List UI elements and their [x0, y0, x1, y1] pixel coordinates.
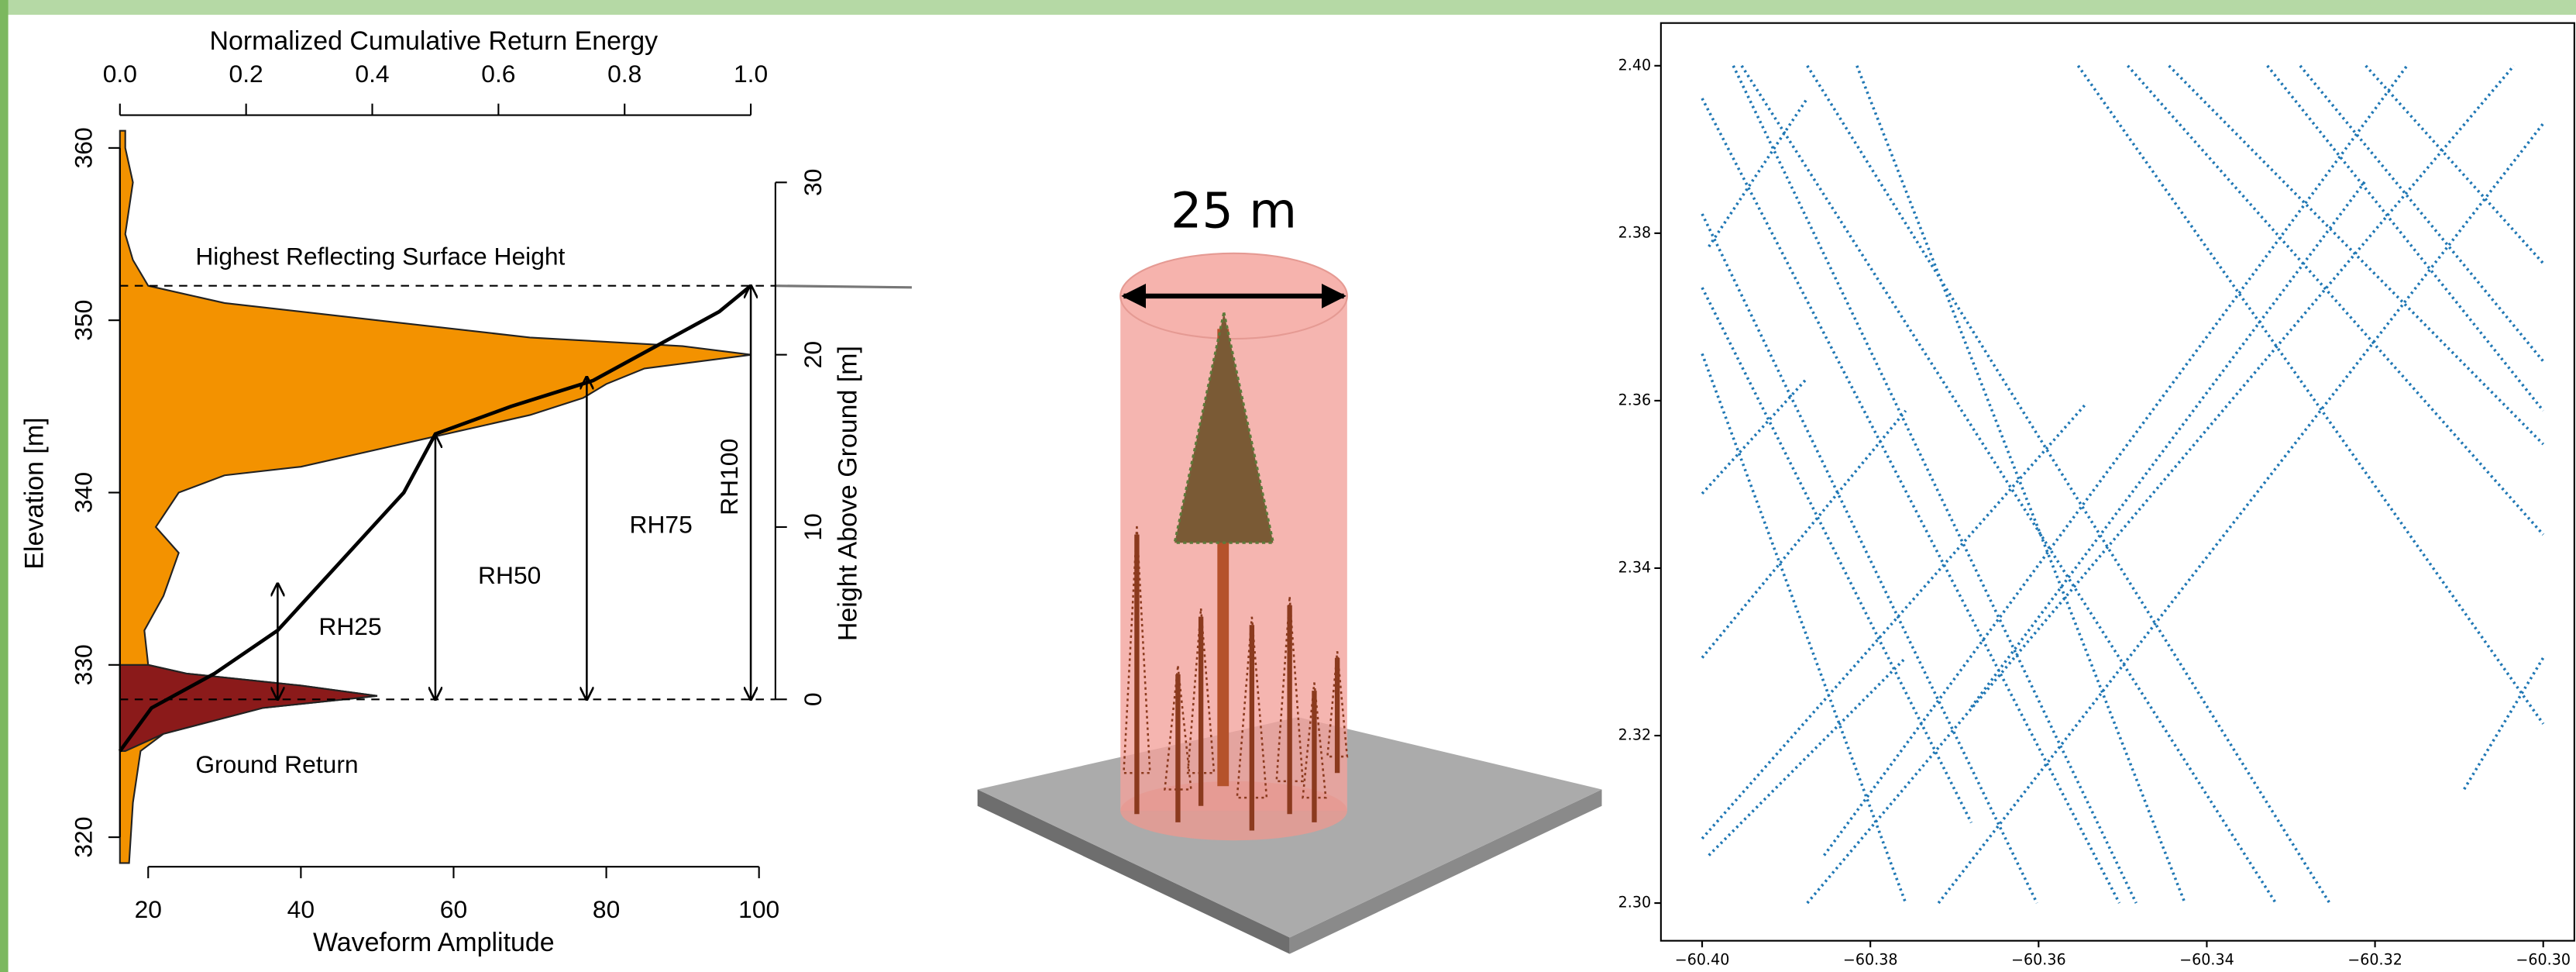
track: [1702, 403, 2086, 839]
connector: [776, 286, 912, 288]
x-tick-label: 100: [738, 895, 779, 923]
figure: RH25 RH50 RH75 RH100 Highest Reflecting Surf…: [0, 0, 2576, 972]
diameter-label: 25 m: [1171, 182, 1297, 240]
rh-label: RH50: [478, 561, 541, 589]
x2-tick-label: 1.0: [734, 60, 768, 88]
track: [2464, 658, 2543, 790]
track-scatter: −60.40 −60.38 −60.36 −60.34 −60.32 −60.30 2.30…: [1618, 23, 2574, 969]
track: [1824, 66, 2406, 856]
x-tick-label: 20: [135, 895, 162, 923]
y-tick-label: 350: [70, 300, 98, 341]
rh-label: RH25: [318, 612, 381, 640]
illustration: 25 m: [978, 182, 1602, 953]
surface-label: Highest Reflecting Surface Height: [195, 243, 565, 271]
y-tick-label: 2.30: [1618, 894, 1651, 912]
ground-label: Ground Return: [195, 750, 358, 778]
track: [1709, 658, 1906, 856]
y-tick-label: 340: [70, 472, 98, 513]
track: [2127, 66, 2543, 535]
x-tick-label: −60.38: [1843, 951, 1898, 969]
x-axis-title: Waveform Amplitude: [313, 928, 555, 957]
y-axis-title: Elevation [m]: [20, 417, 50, 569]
y-tick-label: 2.40: [1618, 56, 1651, 74]
y2-axis-title: Height Above Ground [m]: [833, 346, 862, 641]
track: [1742, 66, 2275, 903]
track: [2300, 66, 2543, 361]
x-tick-label: −60.32: [2347, 951, 2402, 969]
y-tick-label: 2.36: [1618, 391, 1651, 408]
x2-tick-label: 0.2: [229, 60, 263, 88]
track: [2366, 66, 2543, 264]
track: [1857, 66, 2185, 903]
x-tick-label: −60.36: [2011, 951, 2066, 969]
x-tick-label: −60.40: [1675, 951, 1730, 969]
track: [1938, 123, 2543, 903]
y-tick-label: 2.38: [1618, 223, 1651, 241]
y-tick-label: 360: [70, 127, 98, 168]
rh-label: RH75: [630, 510, 693, 538]
x2-tick-label: 0.4: [355, 60, 389, 88]
x-tick-label: 40: [287, 895, 315, 923]
x-tick-label: 80: [593, 895, 620, 923]
track: [1733, 66, 2136, 903]
x2-tick-label: 0.8: [607, 60, 641, 88]
page: RH25 RH50 RH75 RH100 Highest Reflecting Surf…: [0, 0, 2576, 972]
y-tick-label: 2.34: [1618, 558, 1651, 576]
axes-frame: [1661, 23, 2574, 941]
track: [1807, 66, 2514, 903]
y2-tick-label: 10: [799, 513, 827, 540]
track: [1709, 98, 1807, 246]
track: [1702, 98, 2119, 903]
y-tick-label: 330: [70, 644, 98, 685]
x-tick-label: −60.34: [2179, 951, 2234, 969]
y2-tick-label: 0: [799, 692, 827, 706]
track: [2078, 66, 2543, 724]
x2-tick-label: 0.0: [103, 60, 137, 88]
track: [2268, 66, 2543, 411]
x-tick-label: 60: [440, 895, 467, 923]
y-tick-label: 320: [70, 817, 98, 858]
track: [1807, 66, 2330, 903]
x2-tick-label: 0.6: [481, 60, 515, 88]
track: [1702, 214, 2037, 903]
rh-label: RH100: [715, 439, 743, 515]
track: [2169, 66, 2543, 444]
track: [1702, 411, 1906, 658]
top-bar: [0, 0, 2576, 15]
x-tick-label: −60.30: [2516, 951, 2571, 969]
track: [1702, 288, 1971, 822]
y2-tick-label: 20: [799, 341, 827, 368]
y2-tick-label: 30: [799, 169, 827, 196]
waveform-chart: RH25 RH50 RH75 RH100 Highest Reflecting Surf…: [20, 26, 912, 957]
side-bar: [0, 0, 9, 972]
track: [1971, 181, 2365, 707]
x2-axis-title: Normalized Cumulative Return Energy: [210, 26, 659, 56]
y-tick-label: 2.32: [1618, 726, 1651, 744]
